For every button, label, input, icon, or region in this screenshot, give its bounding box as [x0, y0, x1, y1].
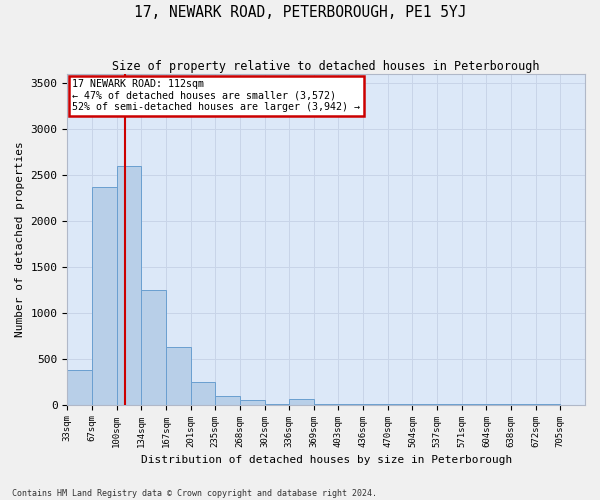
- Bar: [67, 370, 92, 404]
- Bar: [141, 290, 166, 405]
- Bar: [289, 399, 314, 404]
- Text: 17 NEWARK ROAD: 112sqm
← 47% of detached houses are smaller (3,572)
52% of semi-: 17 NEWARK ROAD: 112sqm ← 47% of detached…: [73, 79, 361, 112]
- Bar: [92, 186, 116, 404]
- Text: 17, NEWARK ROAD, PETERBOROUGH, PE1 5YJ: 17, NEWARK ROAD, PETERBOROUGH, PE1 5YJ: [134, 5, 466, 20]
- Bar: [191, 382, 215, 404]
- Bar: [215, 396, 240, 404]
- Title: Size of property relative to detached houses in Peterborough: Size of property relative to detached ho…: [112, 60, 540, 73]
- Text: Contains HM Land Registry data © Crown copyright and database right 2024.: Contains HM Land Registry data © Crown c…: [12, 488, 377, 498]
- Bar: [166, 348, 191, 405]
- Bar: [240, 400, 265, 404]
- Y-axis label: Number of detached properties: Number of detached properties: [15, 142, 25, 338]
- Bar: [116, 166, 141, 404]
- X-axis label: Distribution of detached houses by size in Peterborough: Distribution of detached houses by size …: [140, 455, 512, 465]
